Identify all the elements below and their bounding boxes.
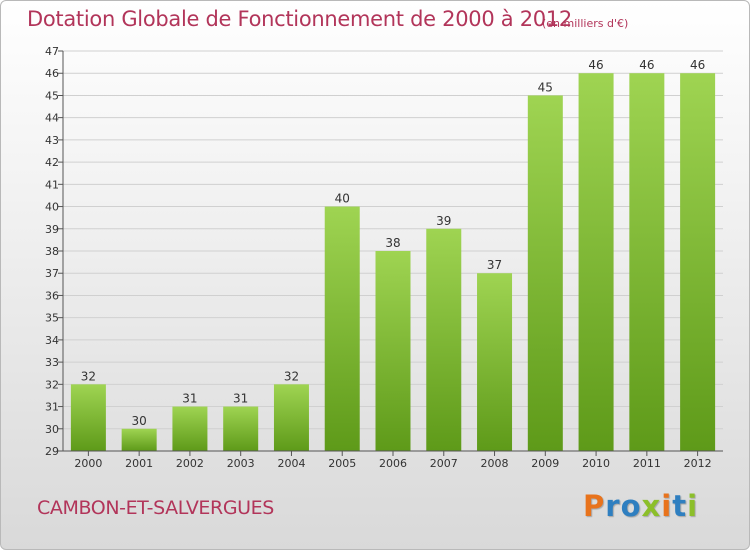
data-labels: 32 30 31 31 32 40 38 39 37 45 46 46 46	[81, 58, 706, 428]
x-tick-label-2009: 2009	[531, 457, 559, 470]
logo-letter: P	[583, 489, 606, 523]
x-tick-label-2003: 2003	[227, 457, 255, 470]
y-tick-label: 43	[45, 134, 59, 147]
y-tick-label: 46	[45, 67, 59, 80]
y-tick-label: 41	[45, 178, 59, 191]
data-label-2009: 45	[538, 80, 553, 94]
data-label-2001: 30	[132, 414, 147, 428]
y-tick-label: 29	[45, 445, 59, 458]
logo-letter: i	[661, 489, 673, 523]
bar-2006	[375, 251, 411, 451]
data-label-2000: 32	[81, 369, 96, 383]
y-tick-label: 33	[45, 356, 59, 369]
y-tick-label: 31	[45, 401, 59, 414]
data-label-2007: 39	[436, 214, 451, 228]
bar-2004	[273, 384, 309, 451]
x-tick-label-2001: 2001	[125, 457, 153, 470]
data-label-2003: 31	[233, 392, 248, 406]
bar-2002	[172, 406, 208, 451]
x-tick-label-2002: 2002	[176, 457, 204, 470]
proxiti-logo[interactable]: Proxiti	[583, 489, 698, 523]
data-label-2005: 40	[335, 192, 350, 206]
x-tick-label-2008: 2008	[481, 457, 509, 470]
bar-2000	[70, 384, 106, 451]
data-label-2010: 46	[588, 58, 603, 72]
y-tick-label: 30	[45, 423, 59, 436]
y-tick-label: 40	[45, 201, 59, 214]
y-tick-label: 35	[45, 312, 59, 325]
data-label-2008: 37	[487, 258, 502, 272]
y-tick-label: 39	[45, 223, 59, 236]
data-label-2002: 31	[182, 392, 197, 406]
bar-2012	[680, 73, 716, 451]
data-label-2006: 38	[385, 236, 400, 250]
y-tick-label: 38	[45, 245, 59, 258]
logo-letter: r	[605, 489, 621, 523]
x-tick-label-2012: 2012	[684, 457, 712, 470]
data-label-2012: 46	[690, 58, 705, 72]
y-tick-label: 42	[45, 156, 59, 169]
bar-2009	[527, 95, 563, 451]
axes	[62, 51, 723, 456]
x-tick-label-2004: 2004	[277, 457, 305, 470]
x-tick-label-2007: 2007	[430, 457, 458, 470]
x-tick-label-2010: 2010	[582, 457, 610, 470]
logo-letter: x	[641, 489, 662, 523]
logo-letter: o	[620, 489, 642, 523]
bar-2011	[629, 73, 665, 451]
bar-2005	[324, 206, 360, 451]
bar-2010	[578, 73, 614, 451]
data-label-2004: 32	[284, 369, 299, 383]
y-tick-label: 37	[45, 267, 59, 280]
y-tick-label: 44	[45, 112, 59, 125]
bar-2007	[426, 228, 462, 451]
bar-2008	[477, 273, 513, 451]
y-tick-label: 34	[45, 334, 59, 347]
logo-letter: t	[672, 489, 688, 523]
y-tick-labels: 29 30 31 32 33 34 35 36 37 38 39 40 41 42 43 44 45 46 47	[45, 45, 59, 458]
x-tick-label-2005: 2005	[328, 457, 356, 470]
bar-2003	[223, 406, 259, 451]
y-tick-label: 47	[45, 45, 59, 58]
x-tick-label-2006: 2006	[379, 457, 407, 470]
y-tick-label: 36	[45, 289, 59, 302]
logo-letter: i	[687, 489, 699, 523]
bar-2001	[121, 428, 157, 451]
x-tick-labels: 2000 2001 2002 2003 2004 2005 2006 2007 2008 2009…	[74, 457, 711, 470]
x-tick-label-2011: 2011	[633, 457, 661, 470]
commune-name: CAMBON-ET-SALVERGUES	[37, 497, 274, 519]
chart-unit-note: (en milliers d'€)	[542, 17, 629, 30]
bars	[70, 73, 716, 451]
x-tick-label-2000: 2000	[74, 457, 102, 470]
data-label-2011: 46	[639, 58, 654, 72]
chart-title: Dotation Globale de Fonctionnement de 20…	[27, 7, 572, 31]
y-tick-label: 32	[45, 378, 59, 391]
y-tick-label: 45	[45, 89, 59, 102]
